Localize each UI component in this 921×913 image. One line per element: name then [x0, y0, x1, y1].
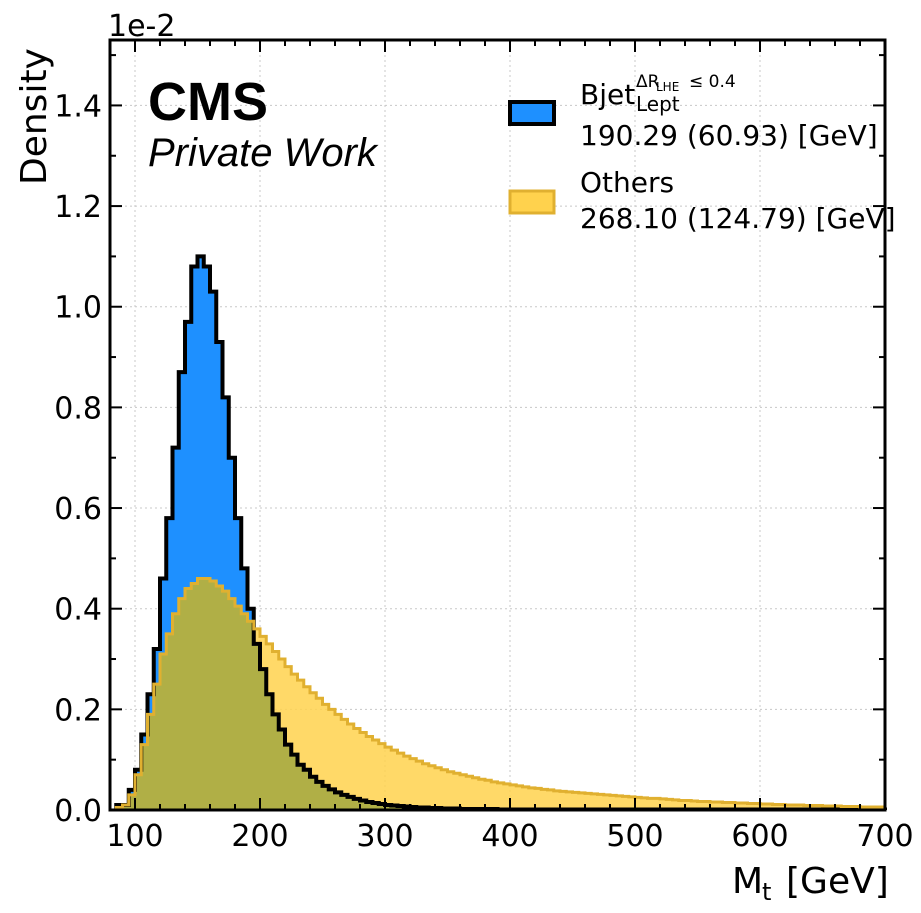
y-tick-label: 0.8: [54, 391, 102, 426]
y-offset-label: 1e-2: [108, 9, 175, 44]
x-axis-title-sub: t: [762, 878, 771, 906]
legend-swatch-others: [508, 189, 556, 215]
y-tick-label: 0.6: [54, 492, 102, 527]
legend-label-bjet-sup-rest: ≤ 0.4: [689, 72, 736, 92]
x-tick-label: 400: [481, 819, 538, 854]
tick-labels: 100 200 300 400 500 600 700 0.0 0.2 0.4 0.6 0.8 1.0 1…: [54, 89, 913, 854]
plot-frame: [108, 38, 887, 812]
y-tick-label: 0.0: [54, 794, 102, 829]
x-tick-label: 300: [356, 819, 413, 854]
x-axis-title-main: M: [732, 861, 763, 902]
cms-logo-text: CMS: [148, 72, 268, 132]
x-tick-label: 600: [731, 819, 788, 854]
histogram-others-outline: [114, 576, 887, 810]
y-tick-label: 1.0: [54, 291, 102, 326]
y-tick-label: 0.2: [54, 693, 102, 728]
histograms: [114, 254, 887, 812]
histogram-others-fill: [116, 578, 885, 810]
x-axis-title: M t [GeV]: [732, 861, 889, 906]
y-axis-title: Density: [14, 48, 55, 185]
legend-stats-bjet: 190.29 (60.93) [GeV]: [580, 119, 878, 152]
legend: Bjet ΔR LHE ≤ 0.4 Lept 190.29 (60.93) [G…: [508, 72, 896, 235]
legend-stats-others: 268.10 (124.79) [GeV]: [580, 202, 896, 235]
x-tick-label: 100: [106, 819, 163, 854]
legend-label-bjet: Bjet: [580, 78, 635, 111]
x-tick-label: 200: [231, 819, 288, 854]
x-axis-title-unit: [GeV]: [786, 861, 889, 902]
y-tick-label: 1.4: [54, 89, 102, 124]
legend-label-bjet-sub: Lept: [636, 92, 680, 116]
grid: [110, 40, 886, 811]
legend-label-others: Others: [580, 166, 674, 199]
private-work-label: Private Work: [148, 131, 379, 175]
y-tick-label: 1.2: [54, 190, 102, 225]
legend-swatch-bjet: [508, 100, 556, 126]
x-tick-label: 700: [856, 819, 913, 854]
legend-label-bjet-sup: ΔR: [636, 72, 660, 92]
legend-label-bjet-sup-sub: LHE: [656, 80, 679, 94]
x-tick-label: 500: [606, 819, 663, 854]
y-tick-label: 0.4: [54, 593, 102, 628]
